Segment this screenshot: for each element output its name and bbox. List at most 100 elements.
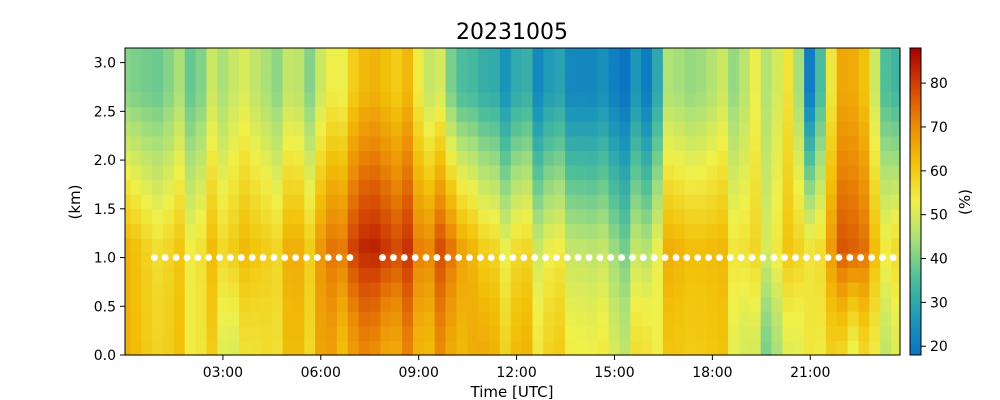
heatmap-cell [125,296,132,312]
heatmap-cell [847,62,860,78]
heatmap-cell [423,77,436,93]
heatmap-cell [206,62,218,78]
heatmap-cell [858,238,870,254]
heatmap-cell [815,106,827,122]
heatmap-cell [825,208,838,225]
heatmap-cell [804,281,816,298]
heatmap-cell [771,311,784,327]
heatmap-cell [152,77,164,93]
heatmap-cell [152,267,164,283]
heatmap-cell [804,340,816,356]
heatmap-cell [597,267,610,283]
heatmap-cell [125,164,132,181]
heatmap-cell [402,311,414,327]
marker-dot [694,254,702,261]
heatmap-cell [173,252,186,268]
heatmap-cell [673,311,686,327]
heatmap-cell [228,223,240,239]
heatmap-cell [478,106,490,122]
heatmap-cell [782,150,794,166]
marker-dot [618,254,626,261]
heatmap-cell [608,62,621,78]
heatmap-cell [586,267,599,283]
heatmap-cell [380,77,392,93]
heatmap-cell [239,252,251,268]
heatmap-cell [173,91,186,108]
heatmap-cell [706,281,718,298]
heatmap-cell [445,121,458,137]
heatmap-cell [728,267,740,283]
heatmap-cell [586,77,599,93]
heatmap-cell [717,150,729,166]
heatmap-cell [641,238,653,254]
heatmap-cell [195,48,208,64]
heatmap-cell [456,194,468,210]
heatmap-cell [749,62,762,78]
heatmap-cell [434,121,447,137]
heatmap-cell [717,252,729,268]
heatmap-cell [326,296,338,312]
heatmap-cell [260,164,273,181]
heatmap-cell [380,311,392,327]
heatmap-cell [369,238,381,254]
heatmap-cell [771,296,784,312]
heatmap-cell [760,281,773,298]
heatmap-cell [173,311,186,327]
heatmap-cell [217,238,229,254]
heatmap-cell [412,48,425,64]
heatmap-cell [652,135,664,151]
heatmap-cell [239,267,251,283]
heatmap-cell [532,267,544,283]
marker-dot [281,254,289,261]
heatmap-cell [554,121,566,137]
heatmap-cell [554,208,566,225]
marker-dot [411,254,419,261]
heatmap-cell [304,179,316,195]
heatmap-cell [358,238,371,254]
heatmap-cell [695,252,707,268]
heatmap-cell [163,48,175,64]
heatmap-cell [706,311,718,327]
marker-dot [161,254,169,261]
heatmap-cell [282,121,295,137]
heatmap-cell [673,62,686,78]
x-tick-label: 21:00 [790,365,830,381]
heatmap-cell [891,194,901,210]
marker-dot [292,254,300,261]
heatmap-cell [217,164,229,181]
heatmap-cell [749,48,762,64]
heatmap-cell [619,194,631,210]
heatmap-cell [760,77,773,93]
heatmap-cell [125,150,132,166]
heatmap-cell [499,311,512,327]
heatmap-cell [630,281,642,298]
heatmap-cell [434,252,447,268]
heatmap-cell [543,135,555,151]
heatmap-cell [456,223,468,239]
heatmap-cell [717,179,729,195]
heatmap-cell [304,340,316,356]
heatmap-cell [673,135,686,151]
heatmap-cell [695,340,707,356]
heatmap-cell [206,135,218,151]
marker-dot [585,254,593,261]
heatmap-cell [521,135,534,151]
heatmap-cell [336,238,349,254]
heatmap-cell [326,106,338,122]
heatmap-cell [336,340,349,356]
heatmap-cell [565,194,577,210]
heatmap-cell [173,296,186,312]
heatmap-cell [673,340,686,356]
heatmap-cell [423,267,436,283]
heatmap-cell [717,340,729,356]
heatmap-cell [738,194,751,210]
heatmap-cell [749,179,762,195]
heatmap-cell [836,62,849,78]
heatmap-cell [858,121,870,137]
heatmap-cell [586,281,599,298]
heatmap-cell [152,325,164,341]
heatmap-cell [858,106,870,122]
heatmap-cell [630,325,642,341]
